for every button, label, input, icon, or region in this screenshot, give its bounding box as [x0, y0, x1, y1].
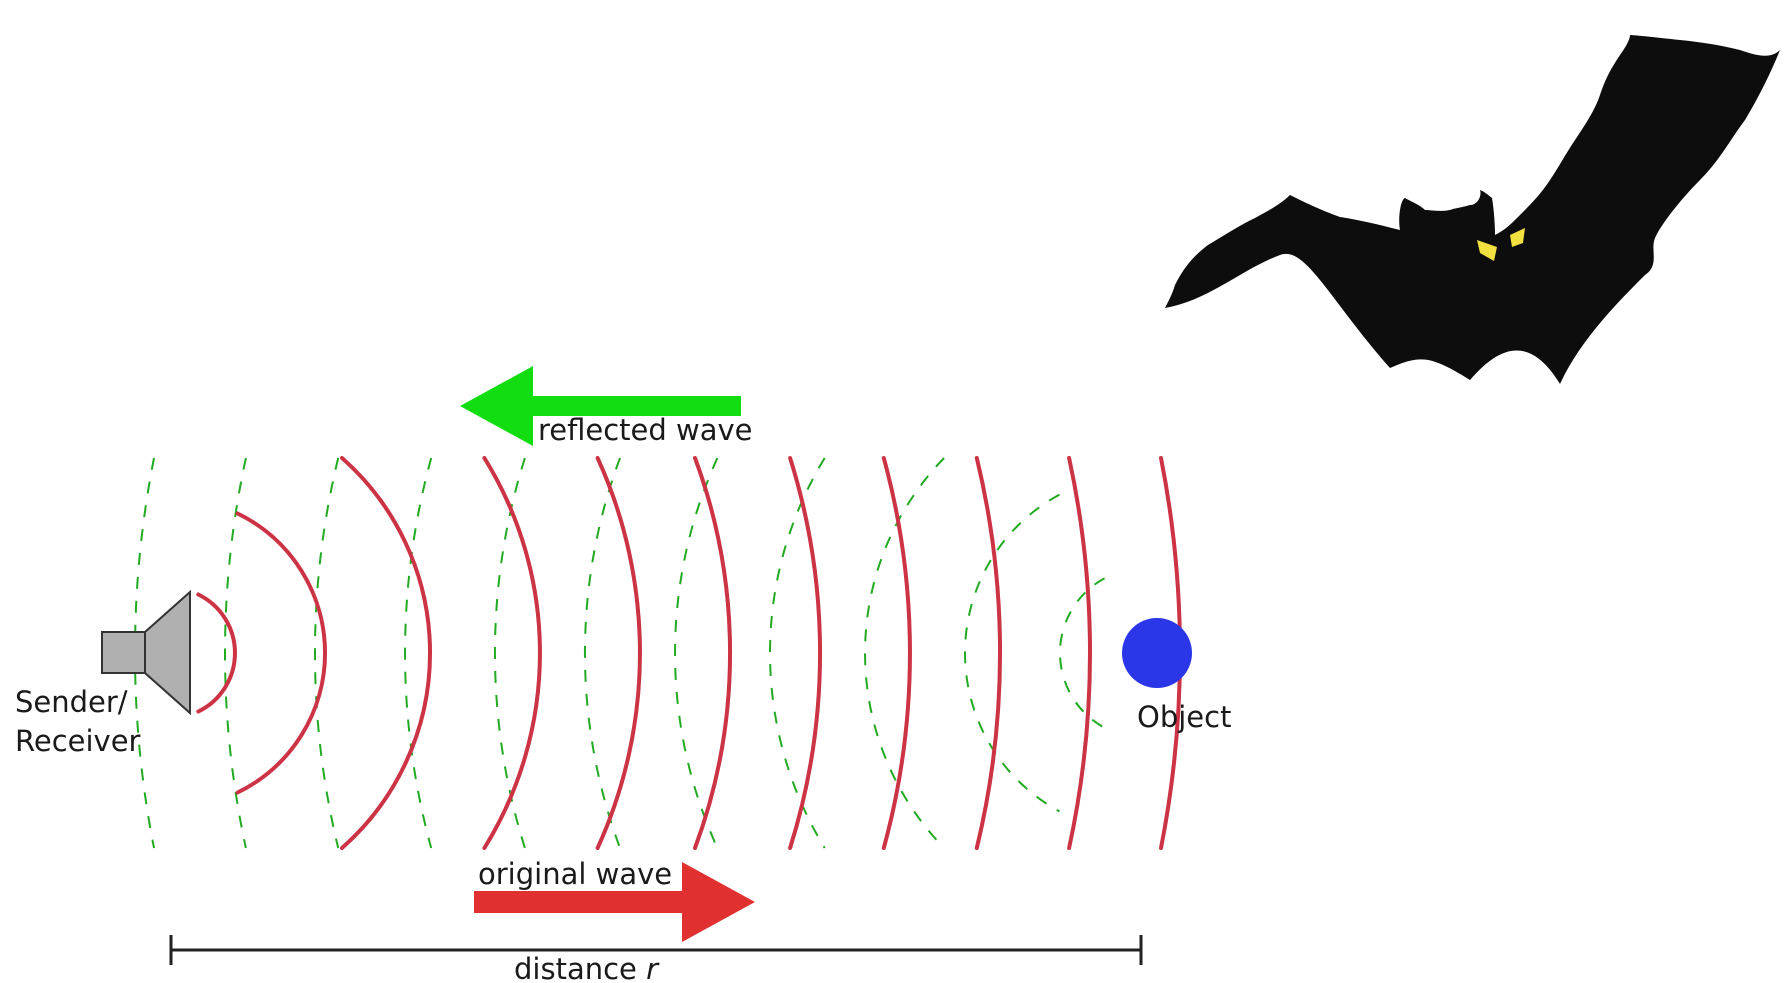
reflected-wavefront — [223, 457, 247, 849]
receiver-label: Receiver — [15, 724, 141, 758]
original-wavefront — [693, 456, 732, 850]
reflected-wave-label: reflected wave — [538, 413, 753, 447]
original-wavefront — [482, 456, 542, 850]
original-wave-label: original wave — [478, 857, 672, 891]
reflected-wavefront — [769, 457, 826, 849]
original-wavefront — [235, 511, 328, 795]
speaker-icon — [101, 589, 191, 716]
original-wavefront — [595, 456, 642, 850]
original-wavefront — [1067, 456, 1093, 850]
distance-label-text: distance — [514, 952, 646, 983]
original-wavefront — [788, 456, 822, 850]
object-label: Object — [1137, 700, 1231, 734]
reflected-wavefront — [864, 457, 945, 849]
original-wavefront — [196, 592, 237, 714]
reflected-wavefront — [1058, 577, 1106, 729]
reflected-wavefront — [314, 457, 340, 849]
distance-label: distance r — [514, 952, 660, 983]
reflected-wavefront — [494, 457, 526, 849]
reflected-wavefront — [674, 457, 719, 849]
original-wave-arrow — [474, 862, 755, 942]
original-waves — [196, 456, 1182, 850]
object-circle — [1122, 618, 1192, 688]
original-wavefront — [881, 456, 912, 850]
distance-variable: r — [646, 952, 660, 983]
sender-label: Sender/ — [15, 685, 128, 719]
reflected-wavefront — [404, 457, 433, 849]
reflected-wave-arrow — [460, 366, 741, 446]
original-wavefront — [974, 456, 1002, 850]
reflected-wavefront — [584, 457, 621, 849]
bat-icon — [1165, 35, 1780, 384]
reflected-wavefront — [964, 493, 1060, 813]
distance-bar — [169, 935, 1143, 965]
original-wavefront — [340, 456, 432, 850]
